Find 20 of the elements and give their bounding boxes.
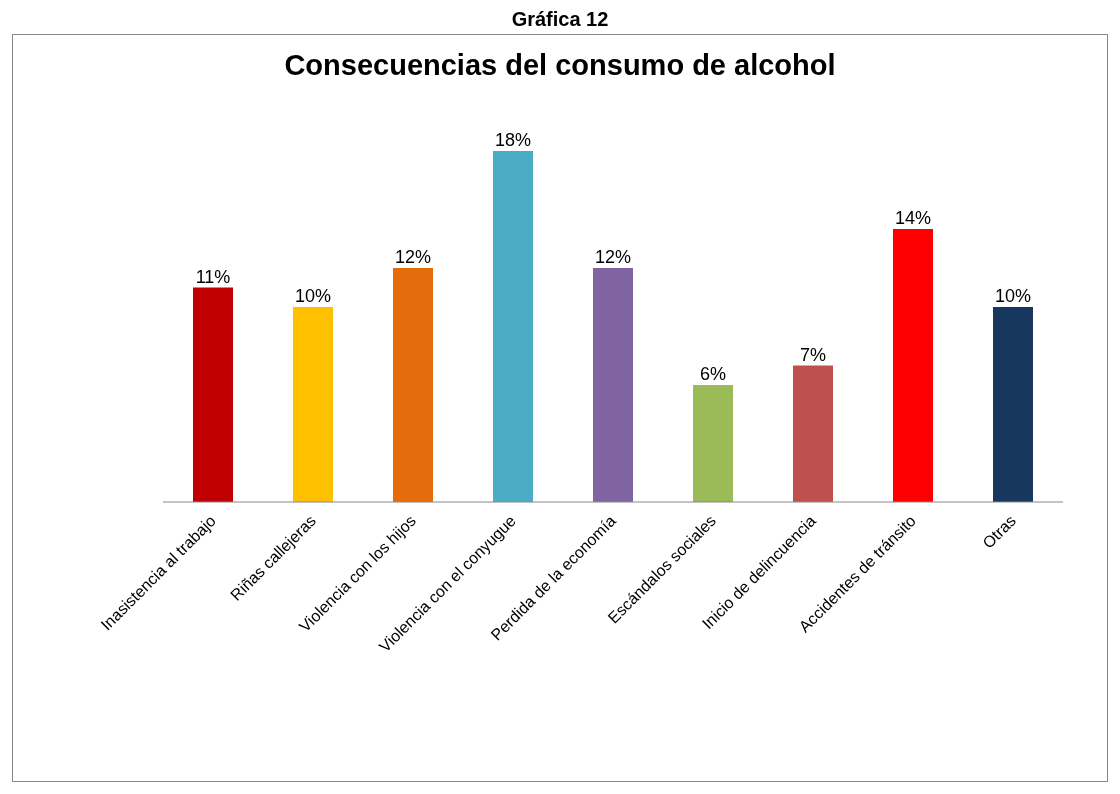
data-label: 10% bbox=[994, 286, 1032, 306]
bar bbox=[993, 307, 1033, 502]
data-label: 11% bbox=[195, 266, 231, 287]
text: Gráfica 12 bbox=[510, 8, 610, 31]
bar bbox=[793, 365, 833, 502]
data-label: 6% bbox=[699, 364, 727, 384]
bar bbox=[893, 229, 933, 502]
data-label: 7% bbox=[799, 344, 827, 365]
bar bbox=[393, 268, 433, 502]
bar bbox=[693, 385, 733, 502]
data-label: 12% bbox=[394, 247, 432, 267]
data-label: 10% bbox=[294, 286, 332, 306]
data-label: 18% bbox=[494, 130, 532, 150]
chart-title: Consecuencias del consumo de alcohol bbox=[283, 49, 837, 82]
bar bbox=[193, 287, 233, 502]
data-label: 14% bbox=[894, 208, 932, 228]
bar bbox=[293, 307, 333, 502]
data-label: 12% bbox=[594, 247, 632, 267]
bar bbox=[593, 268, 633, 502]
bar bbox=[493, 151, 533, 502]
